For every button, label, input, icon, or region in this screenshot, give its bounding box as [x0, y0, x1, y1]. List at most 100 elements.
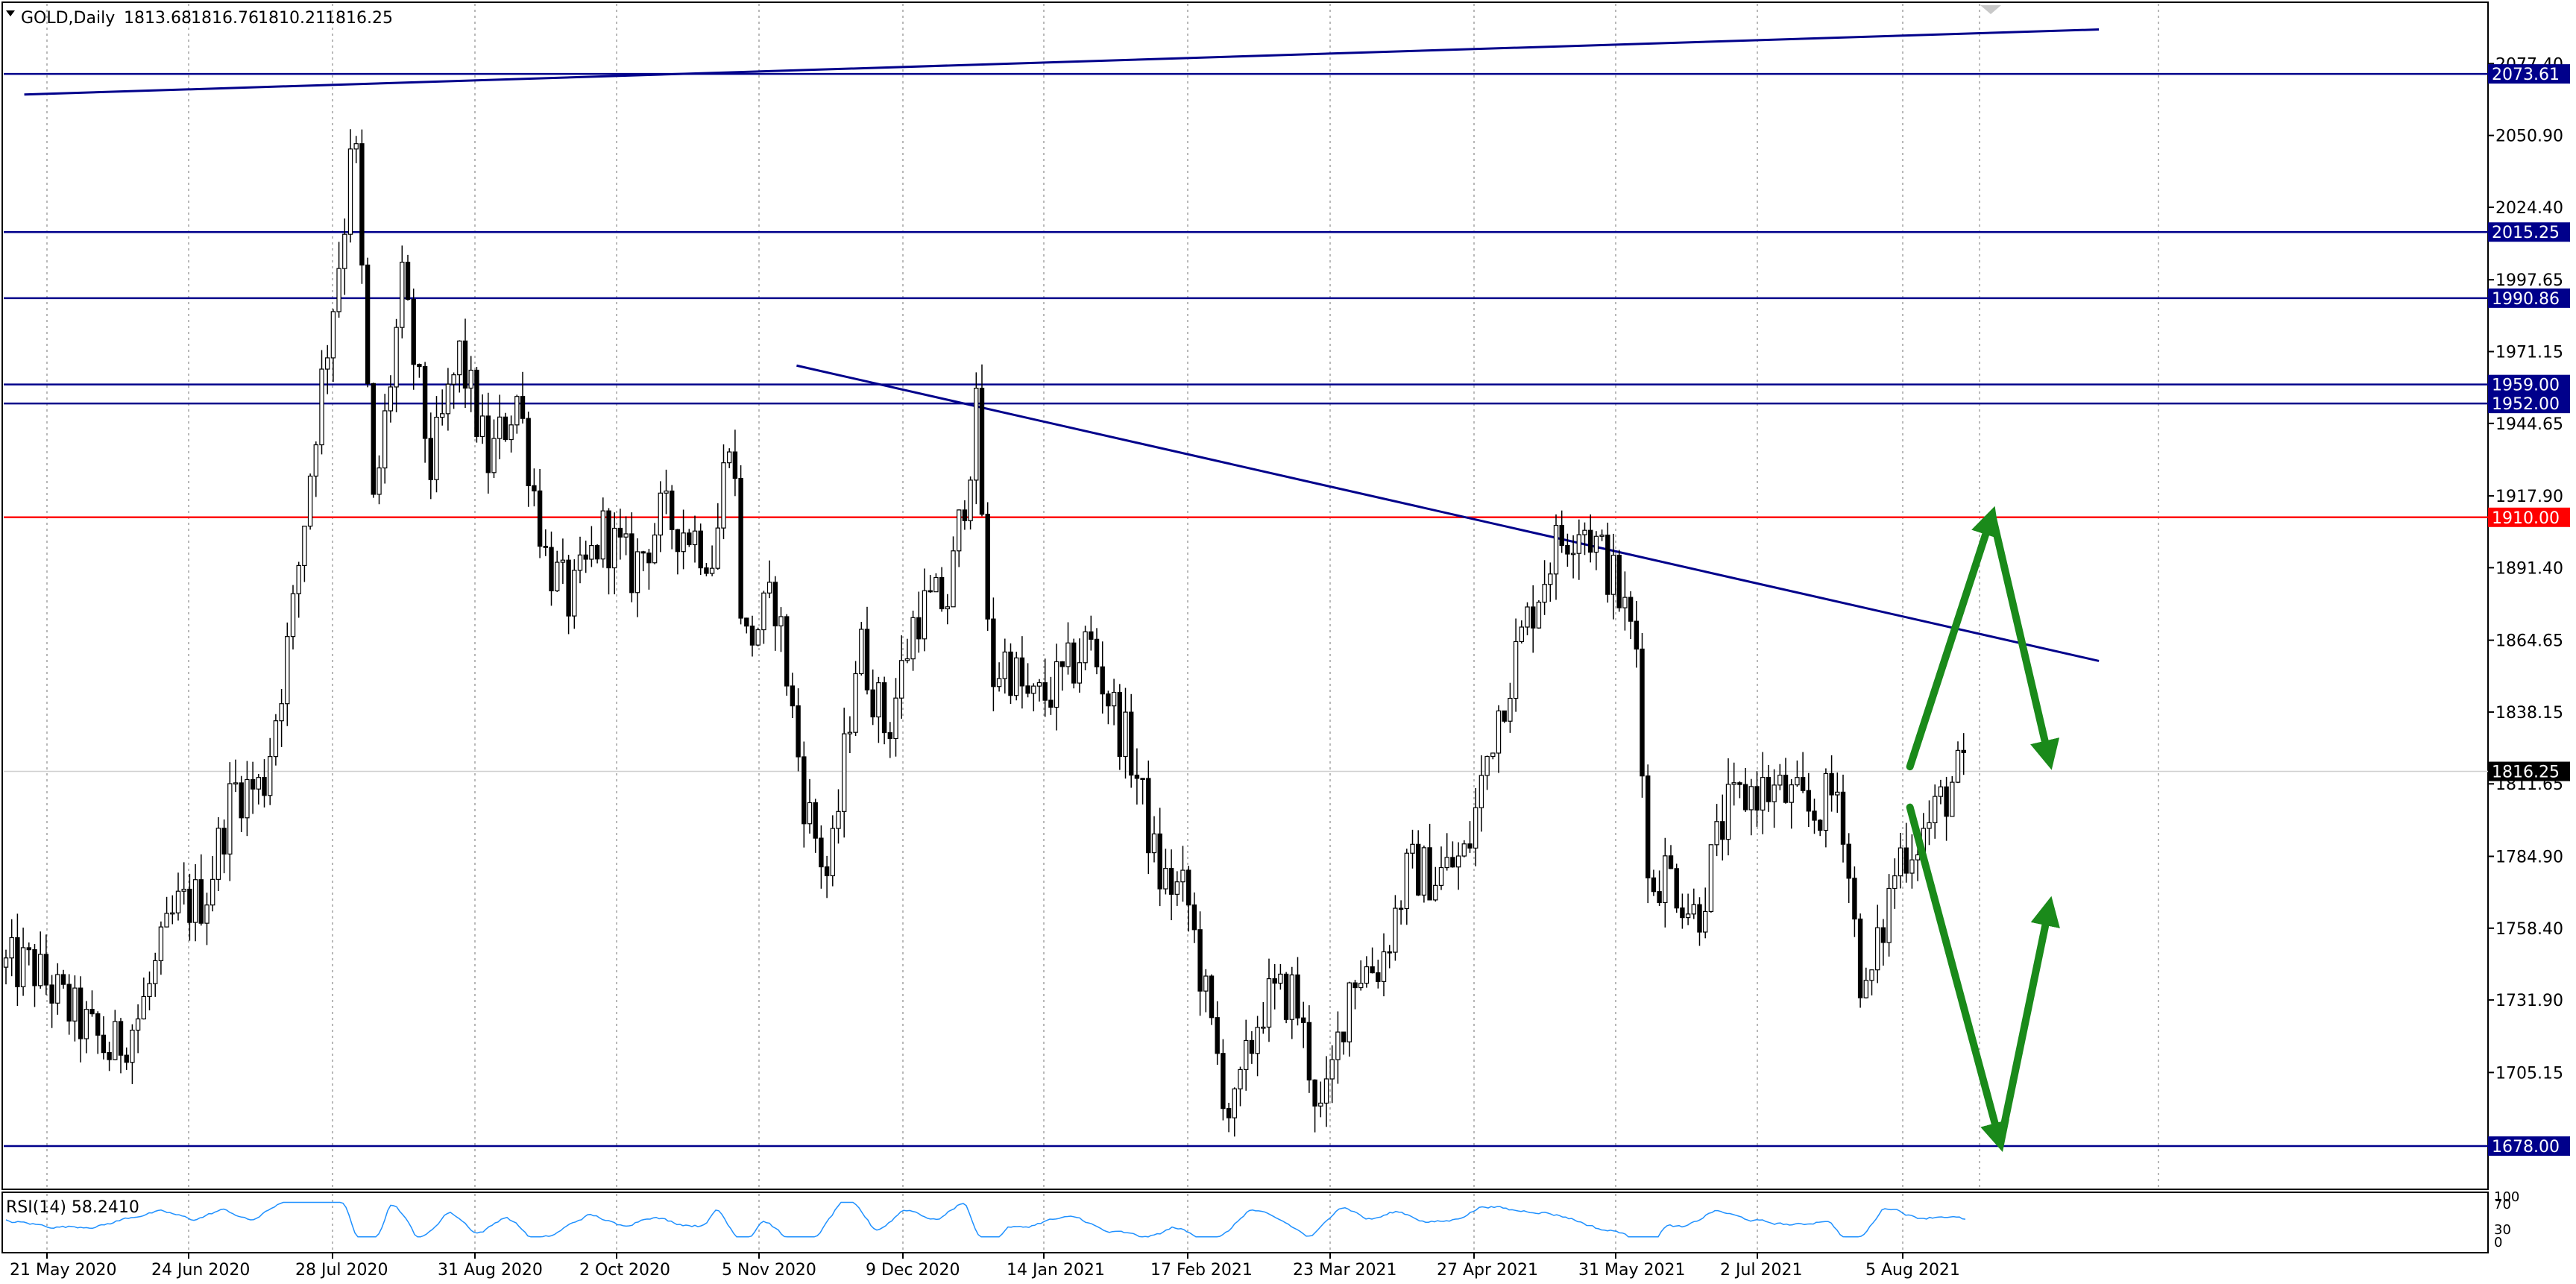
candle-body — [1306, 1022, 1312, 1080]
candle-body — [583, 554, 588, 560]
x-tick-label: 17 Feb 2021 — [1150, 1261, 1253, 1280]
candle-body — [939, 576, 945, 610]
candle-body — [1616, 555, 1622, 608]
candle-body — [164, 913, 169, 928]
candle-body — [457, 340, 462, 376]
candle-body — [279, 703, 284, 722]
candle-body — [1508, 697, 1513, 722]
candle-body — [1300, 1017, 1306, 1023]
candle-body — [1559, 524, 1564, 547]
candle-body — [353, 143, 359, 150]
candle-body — [204, 904, 210, 924]
candle-body — [1582, 529, 1587, 535]
trendline-descending — [796, 364, 2100, 662]
candle-body — [1542, 584, 1547, 603]
candle-body — [1174, 881, 1180, 895]
candle-body — [623, 533, 629, 538]
candle-body — [864, 629, 870, 690]
x-tick-label: 2 Oct 2020 — [579, 1261, 670, 1280]
candle-body — [1077, 662, 1083, 684]
candle-body — [1100, 666, 1105, 695]
candle-body — [1295, 974, 1300, 1019]
candle-body — [1818, 819, 1823, 831]
candle-body — [802, 756, 807, 825]
x-tick-label: 9 Dec 2020 — [866, 1261, 960, 1280]
candle-body — [1668, 855, 1674, 869]
candle-body — [1588, 529, 1593, 553]
y-tick-label: 1864.65 — [2495, 632, 2563, 651]
level-label-box — [2488, 222, 2570, 242]
candle-body — [382, 410, 388, 469]
candle-body — [566, 559, 571, 617]
candle-body — [1536, 601, 1542, 629]
rsi-panel-frame — [1, 1192, 2489, 1253]
candle-body — [859, 629, 864, 675]
y-tick-label: 1997.65 — [2495, 271, 2563, 290]
projection-arrows — [1906, 506, 2060, 1152]
candle-body — [646, 553, 652, 564]
candle-body — [256, 777, 262, 790]
candle-body — [1950, 781, 1955, 817]
candle-body — [1565, 544, 1570, 555]
candle-body — [60, 974, 66, 985]
candle-body — [1266, 978, 1272, 1028]
candle-body — [1393, 907, 1398, 953]
candle-body — [1646, 775, 1651, 878]
candle-body — [1255, 1027, 1260, 1054]
candle-body — [1191, 904, 1197, 931]
candle-body — [830, 828, 835, 877]
candle-body — [1478, 775, 1484, 808]
candle-body — [1720, 821, 1725, 840]
x-tick-label: 14 Jan 2021 — [1007, 1261, 1105, 1280]
candle-body — [687, 532, 692, 546]
y-tick-label: 1891.40 — [2495, 559, 2563, 578]
price-axis: 2077.402050.902024.401997.651971.151944.… — [2488, 55, 2563, 1250]
level-label: 1990.86 — [2492, 290, 2560, 309]
candle-body — [532, 485, 537, 491]
candle-body — [342, 233, 347, 269]
x-tick-label: 23 Mar 2021 — [1293, 1261, 1396, 1280]
candle-body — [192, 879, 198, 923]
y-tick-label: 1784.90 — [2495, 848, 2563, 866]
candle-body — [1083, 631, 1088, 664]
shift-marker-icon[interactable] — [1980, 5, 2001, 14]
candle-body — [1691, 904, 1696, 915]
candle-body — [245, 778, 250, 819]
candle-body — [411, 298, 416, 365]
y-tick-label: 1731.90 — [2495, 992, 2563, 1010]
candle-body — [1226, 1108, 1232, 1118]
rsi-label: RSI(14) 58.2410 — [6, 1198, 139, 1217]
candle-body — [422, 365, 428, 439]
candle-body — [543, 545, 549, 548]
candle-body — [1278, 973, 1283, 984]
candle-body — [675, 529, 681, 553]
candle-body — [43, 954, 49, 986]
candle-body — [732, 451, 738, 479]
candle-body — [1002, 651, 1007, 679]
header-open: 1813.68 — [124, 9, 192, 28]
candle-body — [1938, 786, 1944, 797]
candle-body — [560, 559, 566, 563]
candle-body — [634, 551, 640, 594]
candle-body — [664, 490, 669, 494]
candle-body — [233, 782, 239, 785]
candle-body — [1599, 534, 1605, 537]
candle-body — [181, 888, 186, 892]
trendline-upper — [24, 28, 2100, 96]
candle-body — [1272, 978, 1277, 984]
candle-body — [1513, 641, 1519, 699]
candle-body — [1714, 821, 1719, 846]
candle-body — [1455, 855, 1461, 868]
candle-body — [445, 383, 451, 415]
candle-body — [330, 311, 336, 359]
candle-body — [1933, 796, 1938, 824]
collapse-triangle-icon[interactable] — [6, 10, 15, 16]
candle-body — [20, 947, 26, 987]
candle-body — [991, 618, 996, 687]
candle-body — [221, 828, 227, 855]
candle-body — [1944, 786, 1949, 817]
candle-body — [1576, 534, 1581, 554]
candle-body — [1708, 844, 1714, 912]
candle-body — [836, 811, 841, 829]
candle-body — [985, 514, 990, 620]
